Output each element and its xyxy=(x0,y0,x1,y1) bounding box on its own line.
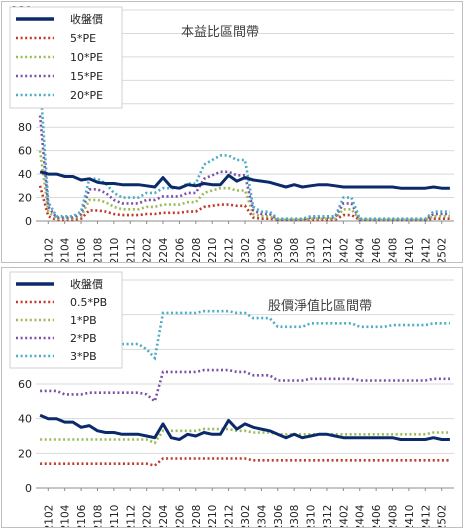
y-tick-label: 80 xyxy=(18,121,32,134)
legend-label: 收盤價 xyxy=(70,277,103,291)
x-tick-label: 2112 xyxy=(125,505,137,527)
legend-label: 5*PE xyxy=(70,32,96,45)
x-tick-label: 2402 xyxy=(338,505,350,527)
legend-box xyxy=(9,271,123,369)
series-line-x3 xyxy=(40,368,450,404)
series-line-x2 xyxy=(38,150,450,222)
pb-band-chart-panel: 0204060801001202102210421062108211021122… xyxy=(1,267,463,528)
legend-label: 0.5*PB xyxy=(70,296,107,309)
x-tick-label: 2110 xyxy=(109,238,121,262)
x-tick-label: 2502 xyxy=(437,505,449,527)
y-tick-label: 0 xyxy=(25,482,32,495)
x-tick-label: 2412 xyxy=(420,238,432,262)
chart-title: 本益比區間帶 xyxy=(181,25,259,40)
legend-label: 2*PB xyxy=(70,332,97,345)
x-tick-label: 2408 xyxy=(388,238,400,262)
x-tick-label: 2502 xyxy=(437,238,449,262)
x-tick-label: 2402 xyxy=(338,238,350,262)
legend-label: 3*PB xyxy=(70,350,97,363)
y-tick-label: 40 xyxy=(18,168,32,181)
chart-title: 股價淨值比區間帶 xyxy=(268,298,372,314)
x-tick-label: 2208 xyxy=(191,238,203,262)
legend-label: 收盤價 xyxy=(70,12,103,26)
x-tick-label: 2304 xyxy=(256,504,268,527)
legend-label: 10*PE xyxy=(70,51,103,64)
x-tick-label: 2106 xyxy=(76,504,88,527)
x-tick-label: 2112 xyxy=(125,238,137,262)
legend: 收盤價 5*PE 10*PE 15*PE 20*PE xyxy=(9,6,123,109)
x-tick-label: 2104 xyxy=(60,504,72,527)
y-tick-label: 60 xyxy=(18,378,32,391)
x-tick-label: 2208 xyxy=(191,505,203,527)
x-tick-label: 2412 xyxy=(420,505,432,527)
x-tick-label: 2404 xyxy=(355,237,367,262)
series-line-close xyxy=(39,170,450,190)
x-tick-label: 2310 xyxy=(306,238,318,262)
legend-box xyxy=(9,6,123,109)
series-line-x3 xyxy=(38,115,450,222)
x-tick-label: 2302 xyxy=(240,238,252,262)
x-tick-label: 2206 xyxy=(174,237,186,262)
x-tick-label: 2404 xyxy=(355,504,367,527)
x-tick-label: 2210 xyxy=(207,238,219,262)
x-tick-label: 2310 xyxy=(306,505,318,527)
x-tick-label: 2102 xyxy=(43,505,55,527)
x-tick-label: 2312 xyxy=(322,505,334,527)
x-tick-label: 2204 xyxy=(158,237,170,262)
x-tick-label: 2206 xyxy=(174,504,186,527)
x-tick-label: 2410 xyxy=(404,238,416,262)
y-tick-label: 20 xyxy=(18,192,32,205)
x-tick-label: 2406 xyxy=(371,504,383,527)
x-tick-label: 2306 xyxy=(273,237,285,262)
x-tick-label: 2410 xyxy=(404,505,416,527)
series-line-x2 xyxy=(40,427,450,445)
pe-band-chart: 0204060801001201401601802102210421062108… xyxy=(9,4,454,262)
x-tick-label: 2210 xyxy=(207,505,219,527)
pe-band-chart-panel: 0204060801001201401601802102210421062108… xyxy=(1,1,463,263)
x-tick-label: 2204 xyxy=(158,504,170,527)
x-tick-label: 2304 xyxy=(256,237,268,262)
series-line-x1 xyxy=(38,185,450,222)
x-tick-label: 2306 xyxy=(273,504,285,527)
legend-label: 1*PB xyxy=(70,314,97,327)
legend: 收盤價 0.5*PB 1*PB 2*PB 3*PB xyxy=(9,271,123,369)
series-line-close xyxy=(39,413,450,441)
series-line-x1 xyxy=(40,457,450,467)
pb-band-chart: 0204060801001202102210421062108211021122… xyxy=(9,271,454,527)
x-tick-label: 2202 xyxy=(142,505,154,527)
x-tick-label: 2102 xyxy=(43,238,55,262)
x-tick-label: 2312 xyxy=(322,238,334,262)
x-tick-label: 2308 xyxy=(289,238,301,262)
x-tick-label: 2104 xyxy=(60,237,72,262)
legend-label: 15*PE xyxy=(70,70,103,83)
x-tick-label: 2106 xyxy=(76,237,88,262)
x-tick-label: 2408 xyxy=(388,505,400,527)
x-tick-label: 2212 xyxy=(224,238,236,262)
x-tick-label: 2108 xyxy=(92,505,104,527)
y-tick-label: 0 xyxy=(25,215,32,228)
y-tick-label: 40 xyxy=(18,413,32,426)
x-tick-label: 2212 xyxy=(224,505,236,527)
x-tick-label: 2108 xyxy=(92,238,104,262)
x-tick-label: 2110 xyxy=(109,505,121,527)
y-tick-label: 60 xyxy=(18,145,32,158)
legend-label: 20*PE xyxy=(70,89,103,102)
x-tick-label: 2308 xyxy=(289,505,301,527)
x-tick-label: 2406 xyxy=(371,237,383,262)
x-tick-label: 2302 xyxy=(240,505,252,527)
x-tick-label: 2202 xyxy=(142,238,154,262)
y-tick-label: 20 xyxy=(18,447,32,460)
